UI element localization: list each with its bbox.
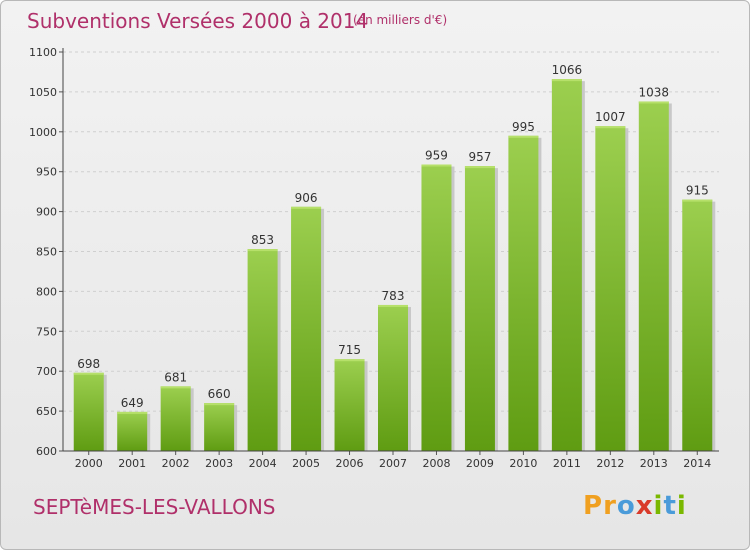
data-label-2001: 649 [121, 396, 144, 410]
commune-name: SEPTèMES-LES-VALLONS [33, 495, 276, 519]
bar-highlight [334, 359, 365, 362]
bar-highlight [117, 411, 148, 414]
bar-2008 [421, 164, 452, 451]
logo-letter: r [603, 491, 617, 521]
y-tick-label: 900 [36, 206, 57, 219]
y-tick-label: 750 [36, 325, 57, 338]
data-label-2005: 906 [295, 191, 318, 205]
y-tick-label: 1100 [29, 46, 57, 59]
bar-2000 [73, 372, 104, 451]
x-tick-label: 2002 [162, 457, 190, 470]
bar-highlight [291, 206, 322, 209]
bar-highlight [595, 126, 626, 129]
bars: 698 649 681 660 853 906 715 783 959 957 995 1066 100… [73, 63, 716, 452]
bar-highlight [464, 166, 495, 169]
logo-letter: x [635, 491, 654, 521]
bar-highlight [682, 199, 713, 202]
data-label-2008: 959 [425, 149, 448, 163]
y-tick-label: 700 [36, 365, 57, 378]
data-label-2012: 1007 [595, 110, 626, 124]
y-tick-label: 650 [36, 405, 57, 418]
data-label-2010: 995 [512, 120, 535, 134]
x-tick-label: 2013 [640, 457, 668, 470]
x-tick-label: 2007 [379, 457, 407, 470]
data-label-2000: 698 [77, 357, 100, 371]
axes [62, 48, 719, 452]
data-label-2011: 1066 [552, 63, 583, 77]
bar-2003 [204, 403, 235, 451]
x-tick-label: 2010 [509, 457, 537, 470]
bar-2002 [160, 386, 191, 451]
logo-letter: t [663, 491, 677, 521]
bar-highlight [73, 372, 104, 375]
bar-2004 [247, 249, 278, 451]
x-tick-label: 2011 [553, 457, 581, 470]
x-tick-label: 2000 [75, 457, 103, 470]
x-tick-label: 2005 [292, 457, 320, 470]
x-axis-ticks: 2000 2001 2002 2003 2004 2005 2006 2007 2008 2009… [75, 451, 711, 470]
y-tick-label: 600 [36, 445, 57, 458]
bar-highlight [508, 135, 539, 138]
data-label-2009: 957 [468, 150, 491, 164]
bar-2009 [464, 166, 495, 451]
data-label-2014: 915 [686, 184, 709, 198]
data-label-2006: 715 [338, 343, 361, 357]
data-label-2003: 660 [208, 387, 231, 401]
unit-label: (en milliers d'€) [353, 13, 448, 27]
bar-highlight [204, 403, 235, 406]
bar-2006 [334, 359, 365, 451]
data-label-2013: 1038 [639, 85, 670, 99]
bar-2007 [378, 304, 408, 451]
data-label-2007: 783 [382, 289, 405, 303]
y-axis-ticks: 600 650 700 750 800 850 900 950 1000 1050 1100 [29, 46, 63, 458]
y-tick-label: 1000 [29, 126, 57, 139]
logo-letter: o [616, 491, 636, 521]
bar-2014 [682, 199, 713, 451]
data-label-2004: 853 [251, 233, 274, 247]
x-tick-label: 2008 [422, 457, 450, 470]
x-tick-label: 2009 [466, 457, 494, 470]
bar-highlight [638, 101, 669, 104]
bar-2011 [551, 79, 582, 451]
bar-highlight [247, 249, 278, 252]
logo-letter: P [583, 491, 604, 521]
x-tick-label: 2014 [683, 457, 711, 470]
proxiti-logo: Proxiti [583, 491, 687, 521]
data-label-2002: 681 [164, 370, 187, 384]
bar-highlight [551, 79, 582, 82]
chart-title: Subventions Versées 2000 à 2014 [27, 9, 369, 33]
bar-2001 [117, 411, 148, 451]
y-tick-label: 950 [36, 166, 57, 179]
y-tick-label: 850 [36, 246, 57, 259]
bar-highlight [421, 164, 452, 167]
bar-2010 [508, 135, 539, 452]
bar-2012 [595, 126, 626, 452]
bar-highlight [378, 304, 408, 307]
x-tick-label: 2004 [249, 457, 277, 470]
x-tick-label: 2001 [118, 457, 146, 470]
x-tick-label: 2006 [336, 457, 364, 470]
logo-letter: i [653, 491, 664, 521]
x-tick-label: 2003 [205, 457, 233, 470]
logo-letter: i [676, 491, 687, 521]
bar-2013 [638, 101, 669, 451]
y-tick-label: 800 [36, 285, 57, 298]
bar-2005 [291, 206, 322, 451]
y-tick-label: 1050 [29, 86, 57, 99]
bar-highlight [160, 386, 191, 389]
x-tick-label: 2012 [596, 457, 624, 470]
